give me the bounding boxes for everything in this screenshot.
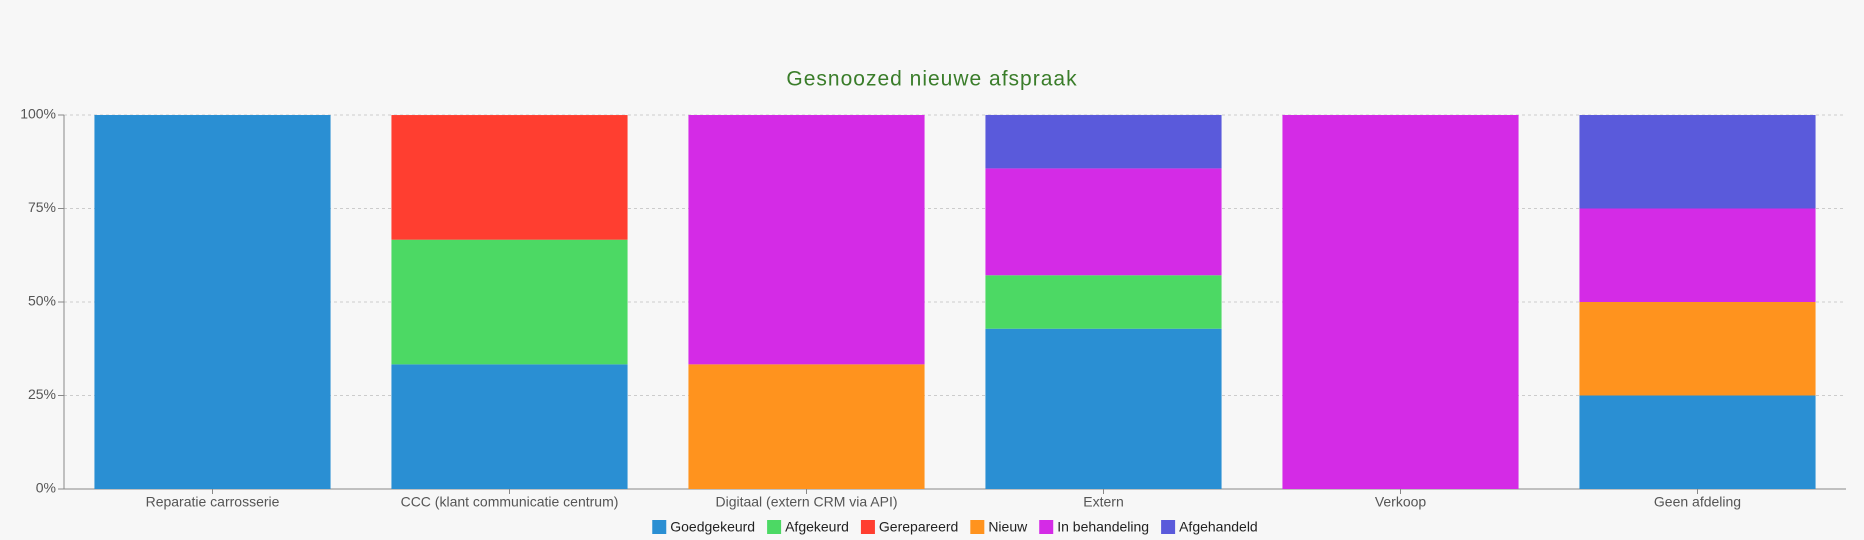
bar-segment [1579, 395, 1816, 489]
bar-segment [688, 115, 925, 365]
legend-label[interactable]: Gerepareerd [879, 519, 958, 535]
bar-segment [391, 364, 628, 489]
bar-segment [985, 114, 1222, 169]
legend-swatch[interactable] [652, 520, 667, 534]
bar-segment [985, 168, 1222, 276]
legend-label[interactable]: Afgekeurd [785, 519, 849, 535]
bar-segment [985, 328, 1222, 489]
bar-segment [1579, 302, 1816, 396]
x-tick-label: Geen afdeling [1654, 494, 1741, 510]
bar-segment [1579, 208, 1816, 302]
y-tick-label: 25% [28, 386, 56, 402]
bar-segment [391, 115, 628, 240]
legend-swatch[interactable] [1161, 520, 1176, 534]
legend-label[interactable]: Goedgekeurd [670, 519, 755, 535]
legend-swatch[interactable] [970, 520, 985, 534]
x-tick-label: CCC (klant communicatie centrum) [401, 494, 619, 510]
bar-segment [985, 275, 1222, 329]
chart-title: Gesnoozed nieuwe afspraak [786, 68, 1077, 91]
bar-segment [391, 239, 628, 365]
y-tick-label: 75% [28, 199, 56, 215]
x-tick-label: Reparatie carrosserie [146, 494, 280, 510]
bar-segment [1579, 115, 1816, 209]
bar-segment [1282, 115, 1519, 489]
bar-segment [94, 115, 331, 489]
legend-label[interactable]: Nieuw [988, 519, 1028, 535]
y-tick-label: 50% [28, 293, 56, 309]
legend-swatch[interactable] [860, 520, 875, 534]
y-tick-label: 0% [36, 480, 56, 496]
x-tick-label: Extern [1083, 494, 1123, 510]
y-tick-label: 100% [20, 106, 56, 122]
bar-segment [688, 364, 925, 489]
legend-label[interactable]: In behandeling [1057, 519, 1149, 535]
legend-label[interactable]: Afgehandeld [1179, 519, 1258, 535]
x-tick-label: Digitaal (extern CRM via API) [715, 494, 897, 510]
x-tick-label: Verkoop [1375, 494, 1427, 510]
legend-swatch[interactable] [767, 520, 782, 534]
legend-swatch[interactable] [1039, 520, 1054, 534]
